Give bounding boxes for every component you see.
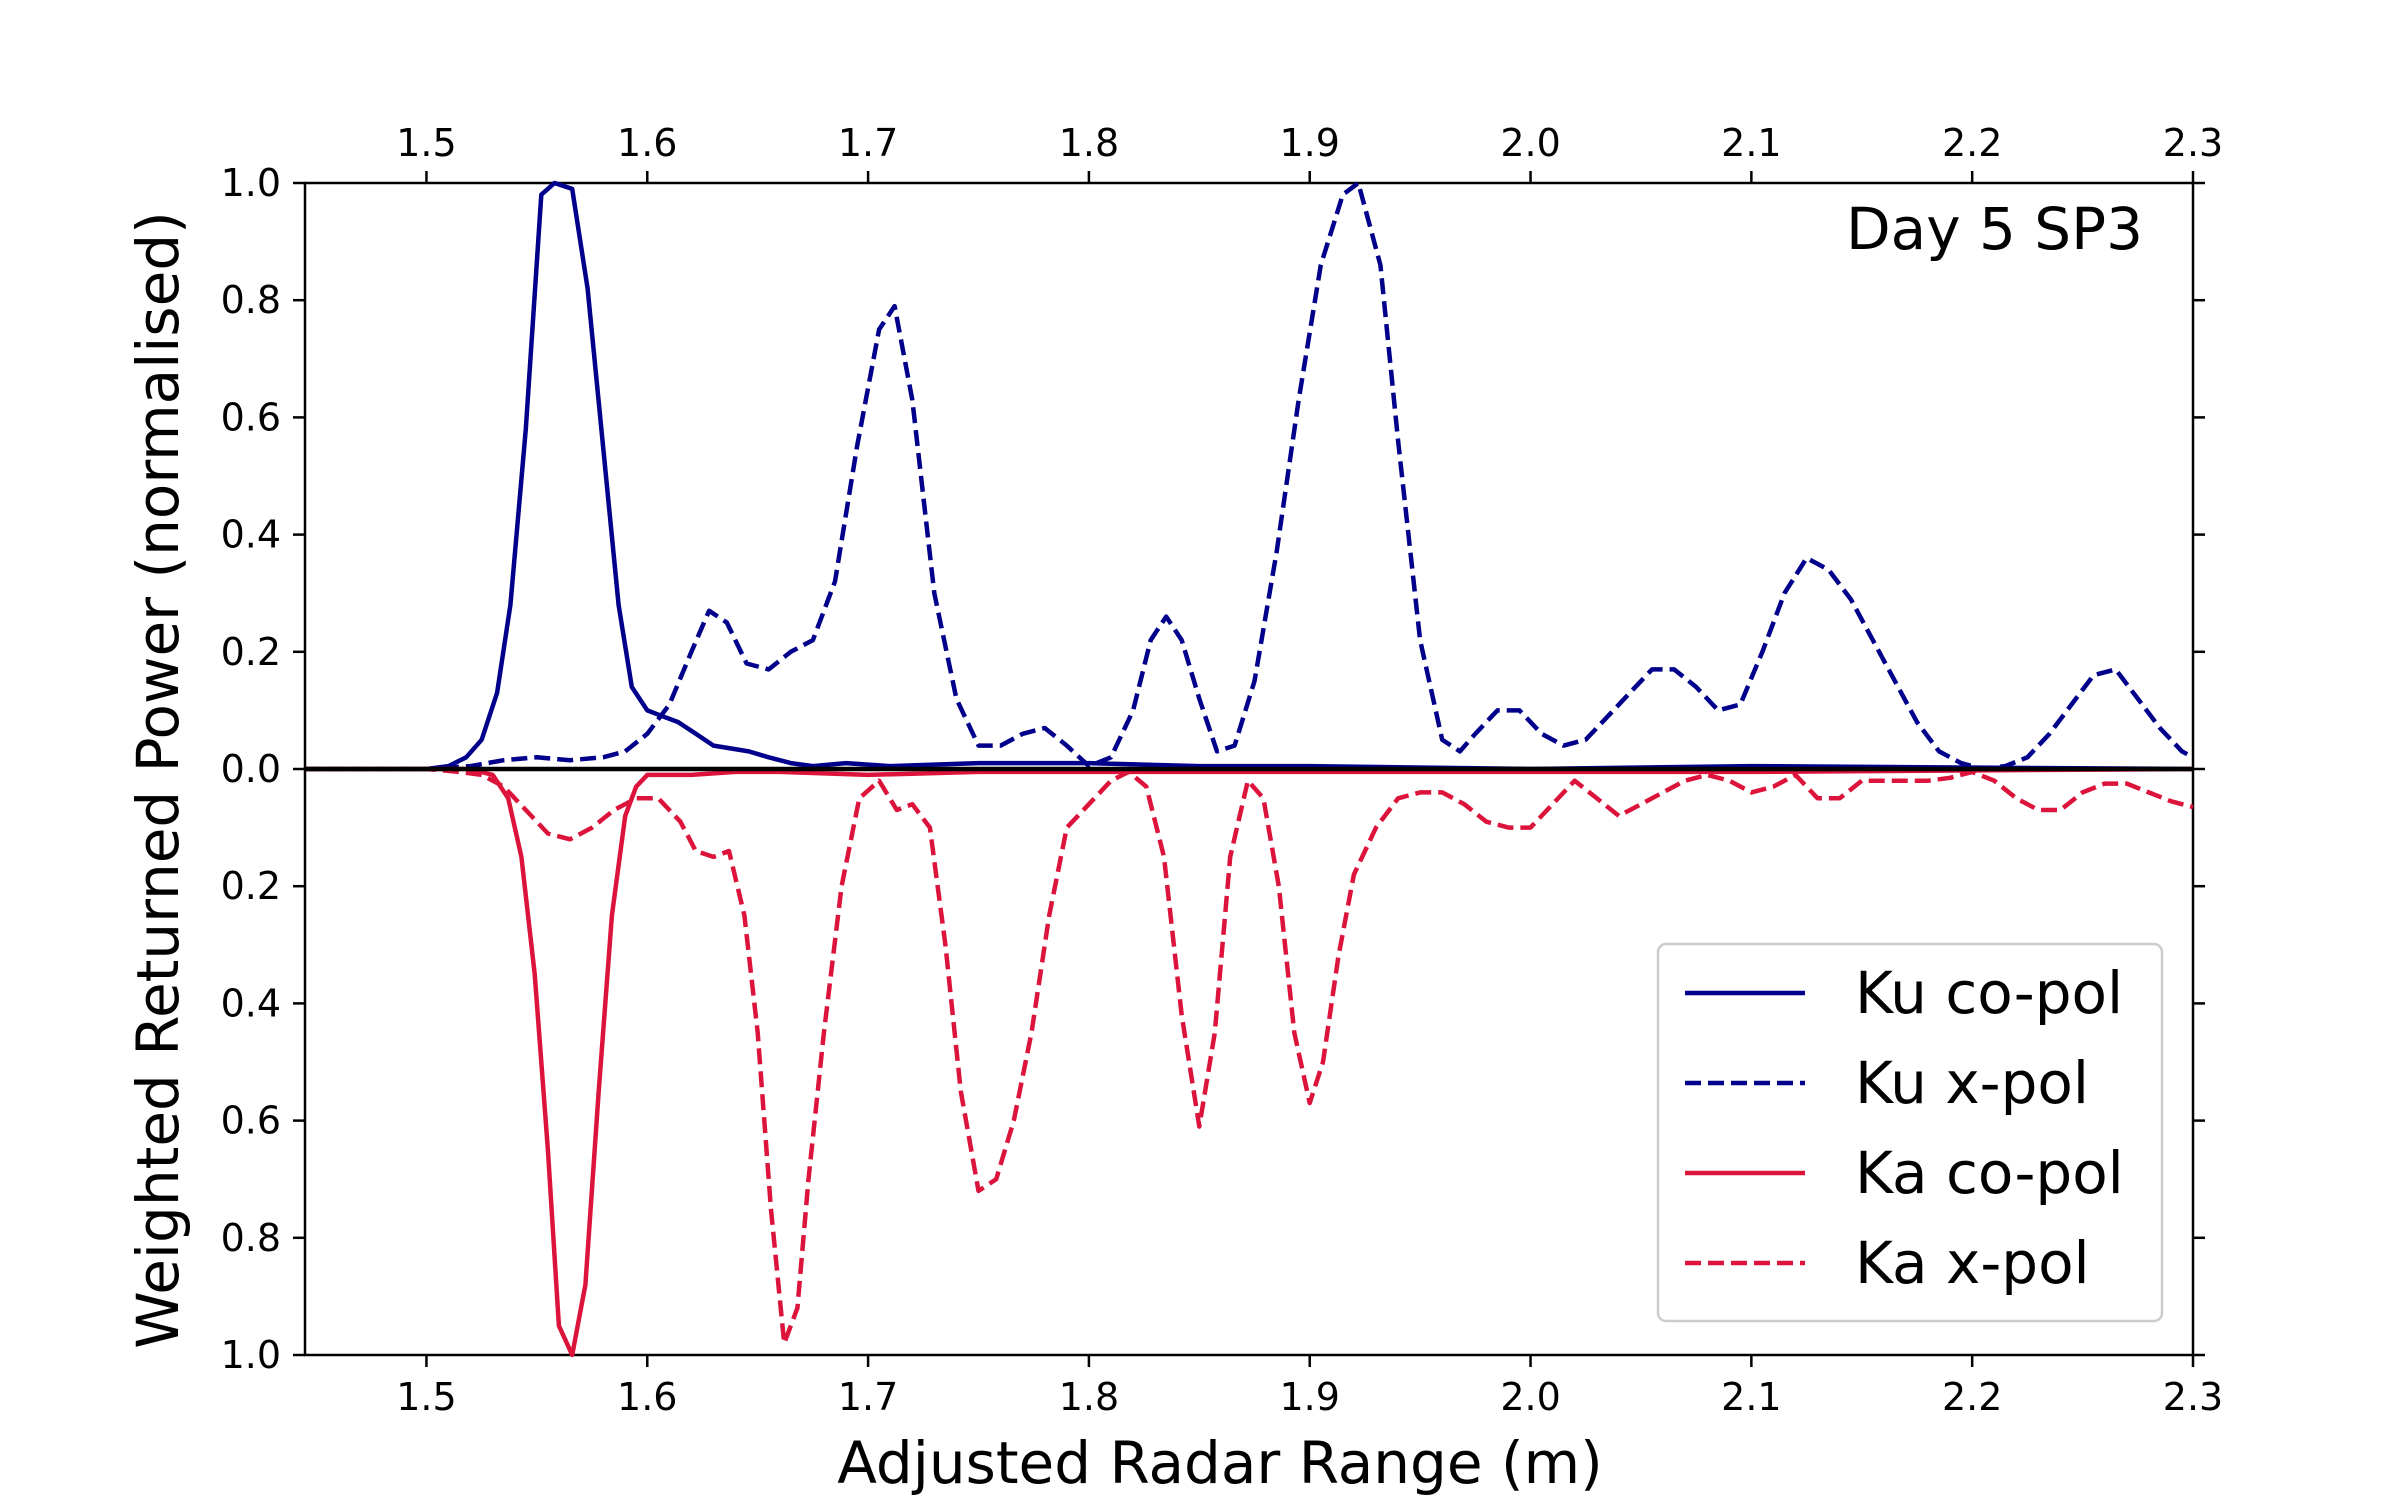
x-tick-label-top: 2.3: [2163, 121, 2223, 165]
y-tick-label: 0.2: [221, 864, 281, 908]
x-tick-label-bottom: 1.7: [838, 1375, 898, 1419]
legend-items: Ku co-pol Ku x-pol Ka co-pol Ka x-pol: [1685, 959, 2124, 1297]
y-tick-label: 0.4: [221, 513, 281, 557]
x-tick-label-bottom: 1.8: [1059, 1375, 1119, 1419]
x-tick-label-bottom: 2.3: [2163, 1375, 2223, 1419]
y-tick-label: 1.0: [221, 1333, 281, 1377]
x-tick-label-bottom: 1.9: [1280, 1375, 1340, 1419]
series-line-ka-co-pol: [305, 766, 2194, 1358]
legend-label: Ku co-pol: [1855, 959, 2123, 1027]
legend: Ku co-pol Ku x-pol Ka co-pol Ka x-pol: [1656, 942, 2164, 1323]
y-tick-label: 0.2: [221, 630, 281, 674]
x-tick-label-top: 1.5: [396, 121, 456, 165]
y-tick-label: 0.8: [221, 1216, 281, 1260]
series-line-ka-x-pol: [305, 766, 2194, 1346]
x-tick-label-top: 1.6: [617, 121, 677, 165]
x-axis-label: Adjusted Radar Range (m): [837, 1429, 1602, 1497]
y-tick-label: 0.8: [221, 278, 281, 322]
x-tick-label-bottom: 1.6: [617, 1375, 677, 1419]
x-tick-label-bottom: 1.5: [396, 1375, 456, 1419]
y-tick-label: 0.6: [221, 1099, 281, 1143]
series-layer: [305, 180, 2195, 1358]
x-tick-label-top: 1.9: [1280, 121, 1340, 165]
x-tick-label-bottom: 2.2: [1942, 1375, 2002, 1419]
y-tick-label: 0.6: [221, 395, 281, 439]
x-tick-label-bottom: 2.0: [1500, 1375, 1560, 1419]
y-tick-label: 0.0: [221, 747, 281, 791]
legend-box: [1656, 942, 2164, 1323]
legend-label: Ku x-pol: [1855, 1049, 2089, 1117]
x-tick-label-top: 2.2: [1942, 121, 2002, 165]
x-tick-label-bottom: 2.1: [1721, 1375, 1781, 1419]
ticks-layer: 1.5 1.5 1.6 1.6 1.7 1.7 1.8 1.8 1.9 1.9 2.0 2.0 2.1 2…: [221, 121, 2224, 1419]
x-tick-label-top: 1.8: [1059, 121, 1119, 165]
y-tick-label: 0.4: [221, 981, 281, 1025]
x-tick-label-top: 2.0: [1500, 121, 1560, 165]
x-tick-label-top: 1.7: [838, 121, 898, 165]
series-line-ku-x-pol: [305, 180, 2195, 772]
x-tick-label-top: 2.1: [1721, 121, 1781, 165]
series-line-ku-co-pol: [305, 180, 2194, 772]
y-tick-label: 1.0: [221, 161, 281, 205]
legend-label: Ka x-pol: [1855, 1229, 2090, 1297]
legend-label: Ka co-pol: [1855, 1139, 2124, 1207]
chart-annotation: Day 5 SP3: [1846, 195, 2143, 263]
plot-area: [303, 180, 2195, 1358]
y-axis-label: Weighted Returned Power (normalised): [124, 211, 192, 1349]
